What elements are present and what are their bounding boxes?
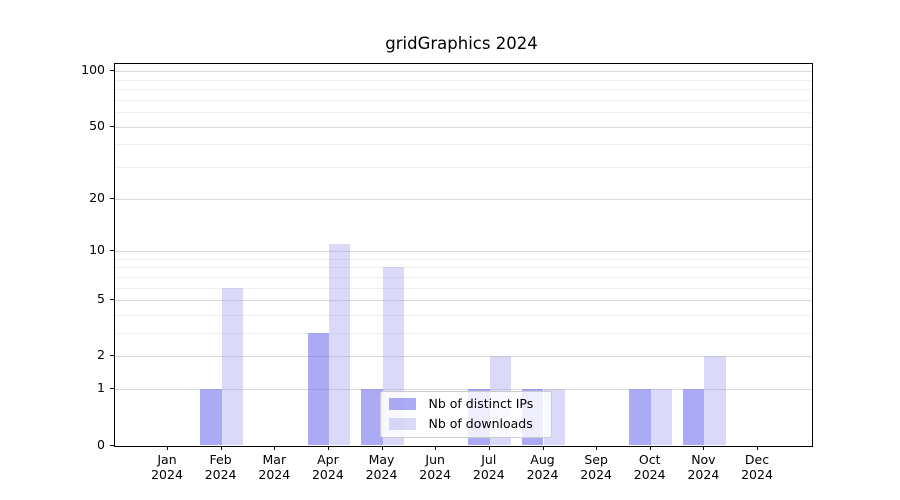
bar-distinct-ips-nov [682, 389, 705, 446]
y-axis-tick [109, 355, 114, 357]
x-tick-label: Mar 2024 [258, 451, 291, 482]
legend-label: Nb of distinct IPs [428, 396, 534, 411]
legend-entry: Nb of downloads [381, 416, 551, 433]
x-axis-tick [167, 445, 168, 450]
legend-entry: Nb of distinct IPs [381, 396, 551, 413]
minor-gridline [114, 144, 812, 146]
y-tick-label: 0 [97, 436, 105, 452]
x-axis-tick [274, 445, 276, 450]
x-tick-label: Nov 2024 [687, 451, 720, 482]
minor-gridline [114, 258, 812, 260]
major-gridline [114, 71, 812, 73]
bar-distinct-ips-apr [307, 333, 329, 446]
bar-distinct-ips-may [361, 389, 383, 446]
bar-downloads-nov [704, 356, 726, 446]
major-gridline [114, 126, 812, 128]
x-axis-tick [757, 445, 758, 450]
x-axis-tick [542, 445, 544, 450]
minor-gridline [114, 287, 812, 289]
minor-gridline [114, 112, 812, 114]
y-axis-tick [109, 197, 114, 199]
minor-gridline [114, 99, 812, 101]
y-tick-label: 50 [89, 117, 105, 133]
y-axis-tick [109, 250, 114, 251]
x-tick-label: Apr 2024 [311, 451, 344, 482]
bar-distinct-ips-feb [200, 389, 222, 446]
x-tick-label: Dec 2024 [741, 451, 773, 482]
x-tick-label: Jan 2024 [151, 451, 183, 482]
legend: Nb of distinct IPs Nb of downloads [379, 390, 552, 438]
x-axis-tick [435, 445, 437, 450]
major-gridline [114, 389, 812, 391]
y-tick-label: 100 [81, 62, 105, 78]
x-tick-label: May 2024 [365, 451, 398, 482]
x-axis-tick [220, 445, 222, 450]
y-axis-tick [109, 70, 114, 72]
minor-gridline [114, 89, 812, 91]
major-gridline [114, 356, 812, 358]
x-axis-tick [649, 445, 651, 450]
major-gridline [114, 198, 812, 200]
y-tick-label: 5 [97, 291, 105, 307]
minor-gridline [114, 333, 812, 335]
x-tick-label: Sep 2024 [580, 451, 612, 482]
legend-swatch [388, 418, 416, 430]
x-tick-label: Aug 2024 [526, 451, 559, 482]
x-axis-tick [327, 445, 329, 450]
major-gridline [114, 251, 812, 252]
bar-distinct-ips-oct [629, 389, 651, 446]
minor-gridline [114, 79, 812, 81]
bar-downloads-oct [650, 389, 673, 446]
y-tick-label: 2 [97, 347, 105, 363]
x-axis-tick [381, 445, 383, 450]
minor-gridline [114, 276, 812, 278]
x-axis-tick [488, 445, 490, 450]
y-tick-label: 1 [97, 380, 105, 396]
x-tick-label: Jun 2024 [419, 451, 452, 482]
x-tick-label: Oct 2024 [633, 451, 666, 482]
minor-gridline [114, 315, 812, 316]
y-tick-label: 10 [89, 242, 105, 257]
y-axis-tick [109, 299, 114, 301]
y-axis-tick [109, 125, 114, 127]
chart-title: gridGraphics 2024 [385, 34, 538, 53]
x-axis-tick [703, 445, 705, 450]
x-tick-label: Feb 2024 [204, 451, 237, 482]
x-axis-tick [596, 445, 598, 450]
major-gridline [114, 300, 812, 302]
x-tick-label: Jul 2024 [472, 451, 505, 482]
minor-gridline [114, 267, 812, 269]
minor-gridline [114, 167, 812, 168]
legend-swatch [388, 398, 416, 410]
bar-downloads-apr [328, 243, 351, 446]
plot-area: Nb of distinct IPs Nb of downloads [113, 62, 813, 447]
bar-downloads-feb [221, 287, 244, 446]
y-axis-tick [109, 388, 114, 390]
y-tick-label: 20 [89, 189, 105, 205]
y-axis-tick [109, 444, 114, 446]
legend-label: Nb of downloads [428, 416, 533, 431]
